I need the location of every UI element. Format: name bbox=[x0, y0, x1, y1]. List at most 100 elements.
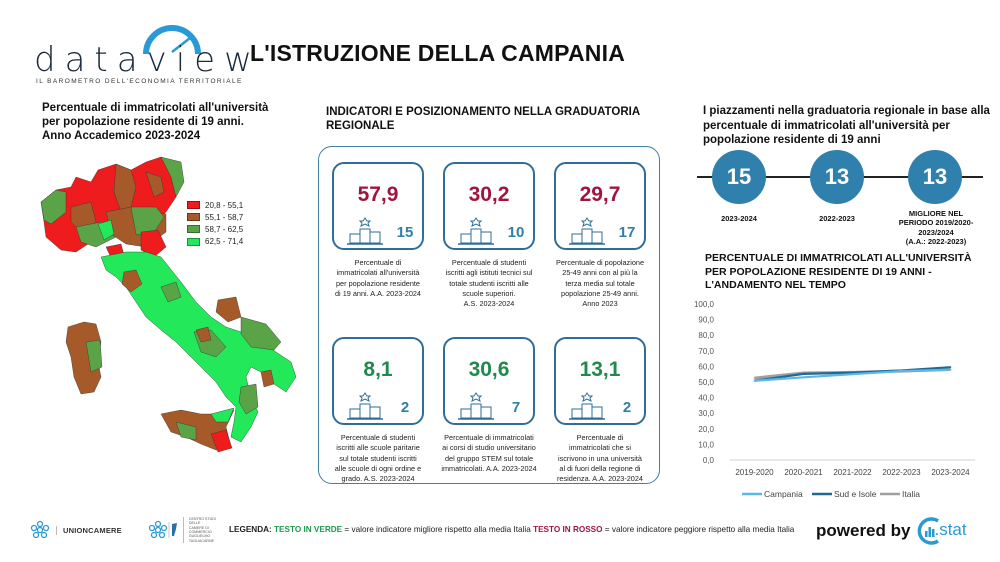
indicator-box: 13,1 2 bbox=[554, 337, 646, 425]
data-point bbox=[802, 376, 805, 379]
indicator-box: 29,7 17 bbox=[554, 162, 646, 250]
card-desc-line: alle scuole di ogni ordine e bbox=[334, 463, 422, 473]
card-desc-line: Percentuale di bbox=[576, 433, 624, 442]
data-point bbox=[753, 377, 756, 379]
y-tick-label: 0,0 bbox=[703, 456, 715, 465]
y-tick-label: 100,0 bbox=[694, 300, 715, 309]
legend-label: Campania bbox=[764, 489, 803, 499]
map-region-bright-small bbox=[97, 219, 115, 241]
page-title: L'ISTRUZIONE DELLA CAMPANIA bbox=[250, 40, 626, 66]
map-legend-label: 62,5 - 71,4 bbox=[205, 237, 244, 247]
podium-icon bbox=[347, 216, 385, 251]
logo-wordmark: dataview bbox=[34, 40, 261, 80]
indicator-box: 8,1 2 bbox=[332, 337, 424, 425]
map-legend-item: 55,1 - 58,7 bbox=[187, 211, 243, 223]
logo-tagline: IL BAROMETRO DELL'ECONOMIA TERRITORIALE bbox=[36, 78, 243, 85]
card-desc-line: Percentuale di studenti bbox=[340, 433, 416, 442]
y-tick-label: 80,0 bbox=[698, 331, 714, 340]
map-region-piedmont-green bbox=[40, 189, 67, 225]
map-region-sardinia bbox=[65, 321, 102, 395]
legend-label: LEGENDA: bbox=[229, 525, 272, 534]
map-title-line: Percentuale di immatricolati all'univers… bbox=[42, 102, 269, 114]
card-desc-line: Percentuale di popolazione bbox=[555, 258, 645, 267]
indicator-card: 13,1 2 Percentuale di immatricolati che s… bbox=[548, 337, 652, 484]
rank-circle-2022-2023: 13 bbox=[810, 150, 864, 204]
indicators-title: INDICATORI E POSIZIONAMENTO NELLA GRADUA… bbox=[326, 105, 656, 133]
indicator-rank: 15 bbox=[396, 224, 414, 241]
indicator-rank: 2 bbox=[622, 399, 632, 416]
map-region-veneto-green bbox=[160, 156, 185, 198]
map-title-line: per popolazione residente di 19 anni. bbox=[42, 116, 244, 128]
indicator-card: 57,9 15 Percentuale di immatricolati all'… bbox=[326, 162, 430, 299]
card-desc-line: totale studenti iscritti alle bbox=[449, 278, 529, 288]
y-tick-label: 40,0 bbox=[698, 394, 714, 403]
card-desc-line: ai corsi di studio universitario bbox=[442, 443, 536, 453]
map-title: Percentuale di immatricolati all'univers… bbox=[42, 101, 302, 143]
podium-icon bbox=[458, 216, 496, 251]
map-legend: 20,8 - 55,1 55,1 - 58,7 58,7 - 62,5 62,5… bbox=[187, 199, 243, 248]
map-region-sicily-bright bbox=[210, 407, 235, 423]
card-desc-line: A.S. 2023-2024 bbox=[463, 299, 515, 309]
cstat-logo: .stat bbox=[916, 517, 980, 545]
card-desc-line: residenza. A.A. 2023-2024 bbox=[556, 474, 643, 484]
powered-by: powered by .stat bbox=[816, 517, 980, 545]
indicator-description: Percentuale di studenti iscritti alle scu… bbox=[326, 433, 430, 484]
indicator-card: 30,2 10 Percentuale di studenti iscritti … bbox=[437, 162, 541, 309]
indicator-description: Percentuale di immatricolati all'universi… bbox=[326, 258, 430, 299]
card-desc-line: Percentuale di studenti bbox=[451, 258, 527, 267]
map-region-lazio-brown bbox=[121, 269, 143, 293]
card-desc-line: immatricolati che si bbox=[568, 443, 632, 453]
legend-red-text: TESTO IN ROSSO bbox=[533, 525, 603, 534]
indicator-value: 29,7 bbox=[579, 183, 621, 206]
legend-green-text: TESTO IN VERDE bbox=[274, 525, 343, 534]
podium-icon bbox=[569, 216, 607, 251]
card-desc-line: 25-49 anni con al più la bbox=[562, 268, 638, 278]
card-desc-line: Percentuale di immatricolati bbox=[444, 433, 534, 442]
map-region-sicily-red bbox=[210, 429, 233, 453]
card-desc-line: popolazione 25-49 anni. bbox=[561, 288, 639, 298]
map-legend-label: 20,8 - 55,1 bbox=[205, 200, 244, 210]
legend-green-desc: = valore indicatore migliore rispetto al… bbox=[342, 525, 534, 534]
chart-title: PERCENTUALE DI IMMATRICOLATI ALL'UNIVERS… bbox=[705, 252, 990, 293]
rank-circle-2023-2024: 15 bbox=[712, 150, 766, 204]
legend-red-desc: = valore indicatore peggiore rispetto al… bbox=[602, 525, 795, 534]
chart-title-line: L'ANDAMENTO NEL TEMPO bbox=[705, 279, 846, 291]
indicator-value: 30,6 bbox=[468, 358, 510, 381]
rank-label: 2022-2023 bbox=[819, 214, 855, 223]
y-tick-label: 20,0 bbox=[698, 425, 714, 434]
map-region-emilia-green bbox=[130, 206, 165, 238]
unioncamere-label: UNIONCAMERE bbox=[56, 525, 122, 535]
podium-icon bbox=[458, 391, 496, 426]
italy-choropleth-map bbox=[40, 156, 297, 453]
indicator-box: 30,6 7 bbox=[443, 337, 535, 425]
map-legend-item: 58,7 - 62,5 bbox=[187, 223, 243, 235]
cstat-logo-icon bbox=[918, 517, 940, 545]
data-point bbox=[851, 373, 854, 375]
card-desc-line: immatricolati. A.A. 2023-2024 bbox=[441, 463, 537, 473]
rank-label-line: (A.A.: 2022-2023) bbox=[905, 236, 967, 246]
indicator-rank: 7 bbox=[511, 399, 521, 416]
indicator-description: Percentuale di immatricolati ai corsi di … bbox=[437, 433, 541, 474]
card-desc-line: Percentuale di bbox=[354, 258, 402, 267]
ranking-title-line: I piazzamenti nella graduatoria regional… bbox=[703, 105, 990, 117]
dataview-logo: dataview IL BAROMETRO DELL'ECONOMIA TERR… bbox=[34, 22, 252, 86]
indicator-card: 30,6 7 Percentuale di immatricolati ai co… bbox=[437, 337, 541, 474]
map-region-naples-brown bbox=[195, 326, 212, 343]
map-title-line: Anno Accademico 2023-2024 bbox=[42, 130, 201, 142]
card-desc-line: terza media sul totale bbox=[565, 278, 635, 288]
legend-label: Sud e Isole bbox=[834, 489, 877, 499]
card-desc-line: immatricolati all'università bbox=[336, 268, 420, 278]
ranking-title-line: popolazione residente di 19 anni bbox=[703, 134, 881, 146]
tagliacarne-line: GUGLIELMO TAGLIACARNE bbox=[188, 534, 214, 543]
rank-label-line: PERIODO 2019/2020- bbox=[898, 218, 974, 228]
rank-label-line: MIGLIORE NEL bbox=[908, 209, 964, 218]
indicators-title-line: REGIONALE bbox=[326, 120, 395, 132]
x-tick-label: 2022-2023 bbox=[882, 468, 921, 477]
card-desc-line: per popolazione residente bbox=[336, 278, 420, 288]
chart-title-line: PERCENTUALE DI IMMATRICOLATI ALL'UNIVERS… bbox=[705, 252, 972, 264]
map-region-umbria-green bbox=[160, 281, 182, 303]
unioncamere-logo-icon bbox=[30, 520, 50, 539]
indicator-description: Percentuale di studenti iscritti agli ist… bbox=[437, 258, 541, 309]
card-desc-line: del gruppo STEM sul totale bbox=[444, 453, 533, 463]
x-tick-label: 2023-2024 bbox=[931, 468, 970, 477]
